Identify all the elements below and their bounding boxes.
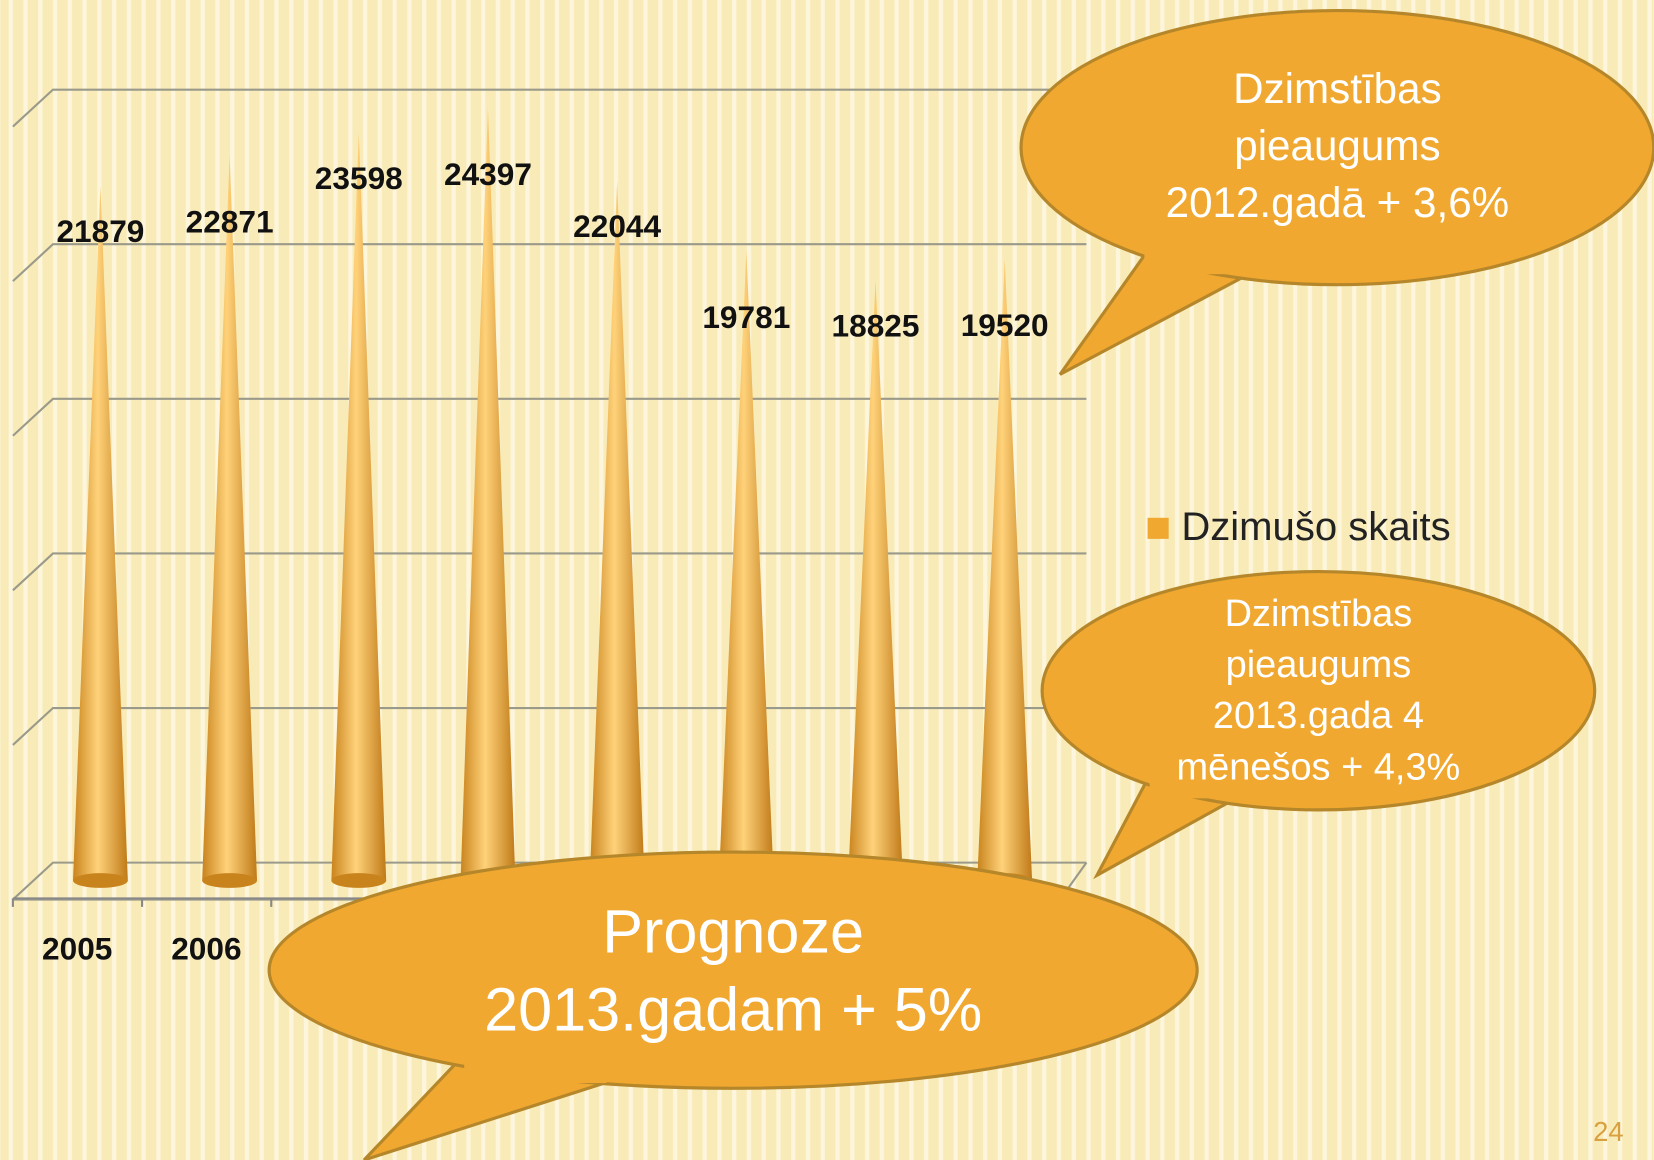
cone-body — [331, 132, 387, 881]
data-label: 19781 — [702, 299, 790, 335]
grid-line — [12, 243, 1087, 282]
cone-body — [202, 155, 258, 881]
cone-body — [73, 186, 128, 881]
callout — [267, 9, 1654, 1160]
cone-body — [977, 259, 1033, 881]
cone-body — [848, 280, 903, 881]
cone — [73, 186, 128, 888]
data-label: 22871 — [186, 203, 274, 239]
page-number: 24 — [1593, 1116, 1623, 1147]
annotation-text: Prognoze — [602, 898, 864, 966]
cone-base — [73, 873, 128, 888]
x-tick-label: 2005 — [42, 931, 112, 967]
data-label: 22044 — [573, 208, 661, 244]
x-tick-label: 2006 — [171, 931, 241, 967]
annotation-text: pieaugums — [1234, 122, 1440, 169]
legend-label: Dzimušo skaits — [1181, 505, 1450, 549]
cone — [202, 155, 258, 888]
annotation-text: 2013.gada 4 — [1213, 695, 1424, 737]
annotation-text: 2012.gadā + 3,6% — [1166, 179, 1510, 226]
data-label: 18825 — [832, 307, 920, 343]
cone-body — [589, 181, 645, 881]
cone — [331, 132, 387, 888]
annotations: Dzimstības pieaugums 2012.gadā + 3,6% Dzims… — [484, 65, 1509, 1044]
legend-swatch — [1147, 517, 1169, 539]
cone-body — [460, 108, 516, 881]
annotation-text: pieaugums — [1226, 644, 1412, 686]
annotation-text: Dzimstības — [1233, 65, 1442, 112]
data-label: 24397 — [444, 156, 532, 192]
cone-base — [202, 873, 258, 888]
data-label: 21879 — [56, 213, 144, 249]
annotation-text: Dzimstības — [1225, 593, 1413, 635]
annotation-text: mēnešos + 4,3% — [1177, 746, 1461, 788]
grid-line — [12, 88, 1087, 128]
data-label: 23598 — [315, 160, 403, 196]
plot: 2005 2006 21879 22871 23598 24397 22044 19781 18… — [11, 88, 1451, 967]
annotation-text: 2013.gadam + 5% — [484, 976, 982, 1044]
data-label: 19520 — [961, 307, 1049, 343]
cone-base — [331, 873, 387, 888]
cone-body — [718, 251, 774, 881]
